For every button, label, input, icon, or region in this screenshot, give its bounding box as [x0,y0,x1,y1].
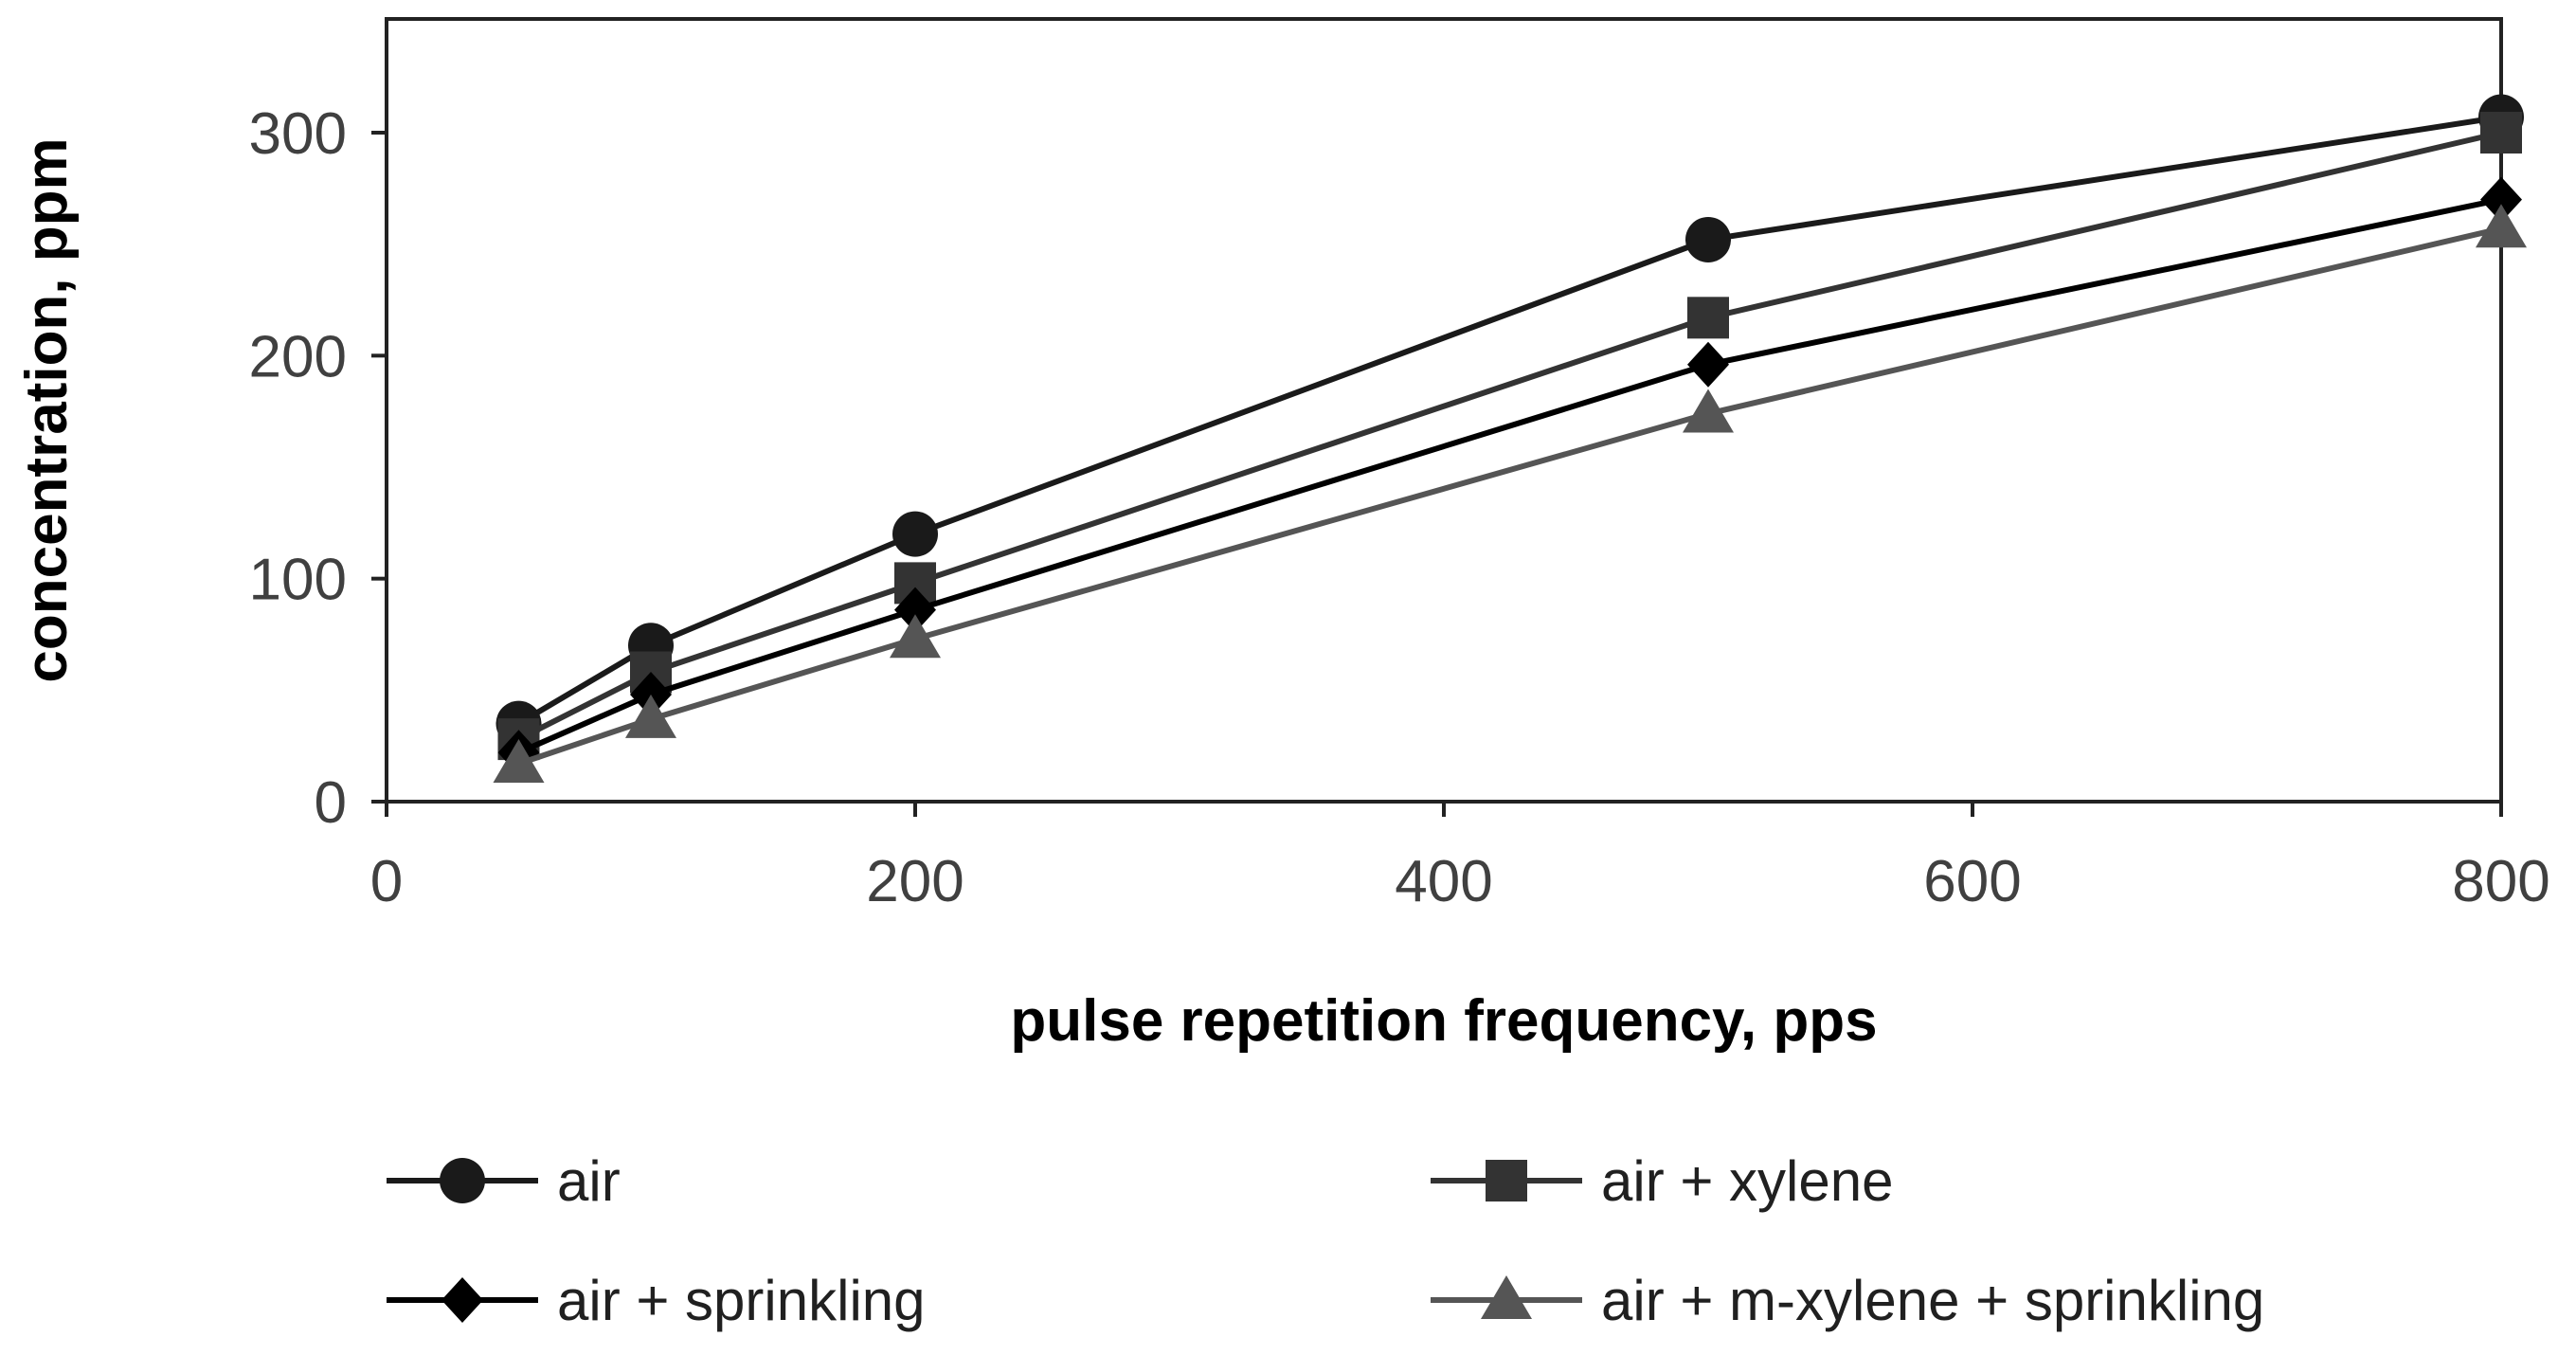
legend-item: air + sprinkling [387,1269,926,1332]
data-point-circle [1685,216,1731,262]
series-air-xylene [497,112,2522,761]
legend-marker-square [1486,1160,1527,1201]
x-tick-label: 800 [2452,849,2549,914]
series-air-sprinkling [497,176,2522,776]
series-line [517,226,2502,767]
legend-marker-diamond [441,1277,483,1323]
legend-item: air [387,1149,621,1213]
x-tick-label: 0 [370,849,403,914]
x-axis-title: pulse repetition frequency, pps [1010,988,1877,1054]
data-point-diamond [1687,341,1729,388]
legend-label: air + sprinkling [557,1269,926,1332]
data-point-circle [892,511,938,557]
series-layer [493,94,2527,783]
data-point-triangle [625,694,676,738]
y-tick-label: 300 [249,101,347,167]
y-tick-label: 200 [249,324,347,389]
data-point-square [1687,297,1729,339]
x-tick-label: 600 [1923,849,2021,914]
legend-label: air [557,1149,621,1213]
data-point-triangle [890,614,941,659]
y-tick-label: 0 [315,770,347,836]
plot-area-frame [385,17,2503,804]
data-point-square [2480,112,2522,154]
data-point-diamond [2480,176,2522,223]
legend-label: air + m-xylene + sprinkling [1601,1269,2264,1332]
x-tick-label: 200 [866,849,964,914]
axes: 0 200 400 600 800 0 100 200 300 [249,101,2550,914]
y-axis-title: concentration, ppm [14,137,80,682]
series-line [517,130,2502,742]
legend-marker-triangle [1481,1275,1532,1319]
legend-marker-circle [440,1158,485,1203]
legend-item: air + m-xylene + sprinkling [1431,1269,2264,1332]
data-point-triangle [493,738,545,783]
data-point-triangle [2476,204,2527,248]
x-tick-label: 400 [1395,849,1492,914]
y-tick-label: 100 [249,548,347,613]
series-air-m-xylene-sprinkling [493,204,2527,783]
series-line [516,114,2502,727]
data-point-diamond [894,587,936,633]
data-point-triangle [1683,388,1734,433]
legend-label: air + xylene [1601,1149,1894,1213]
legend-item: air + xylene [1431,1149,1894,1213]
legend: air air + xylene air + sprinkling air + m-x… [387,1149,2264,1332]
